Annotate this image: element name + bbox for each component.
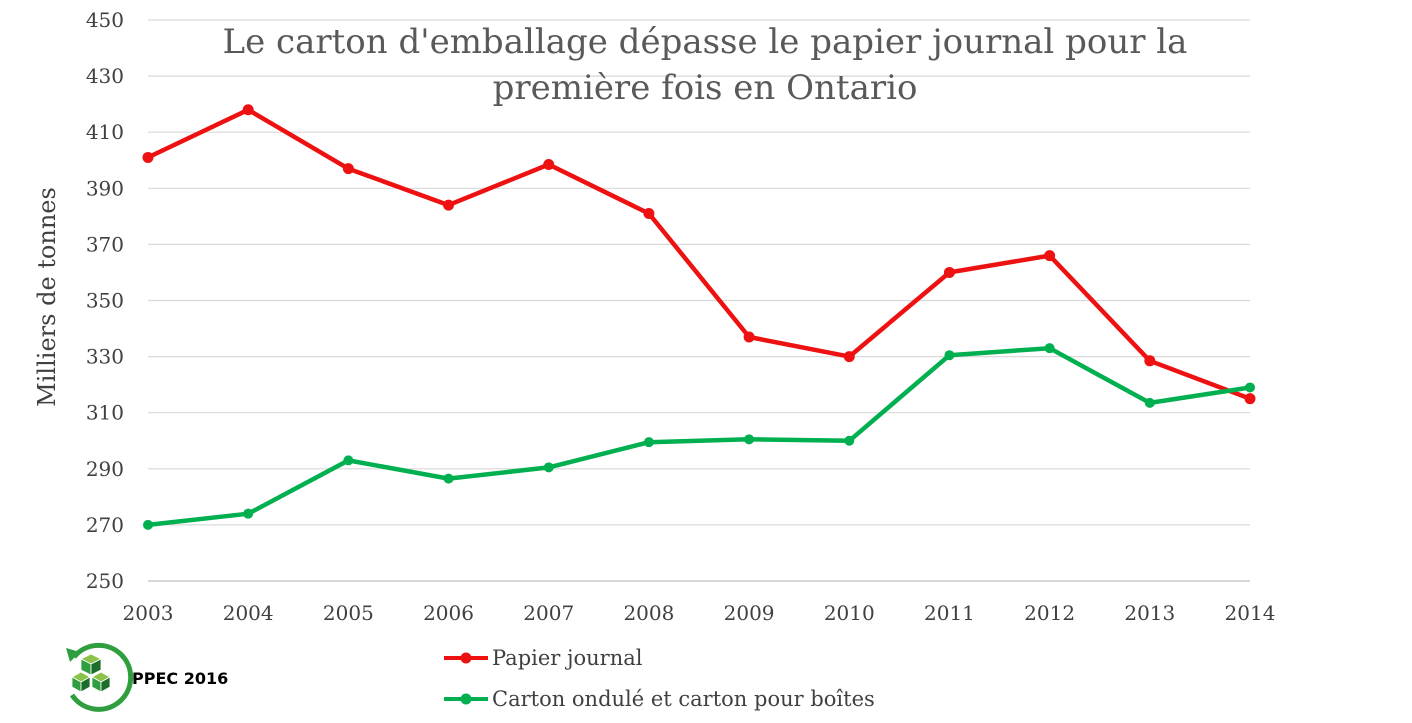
series-0-point-2012[interactable] (1044, 250, 1056, 262)
series-1-point-2007[interactable] (543, 462, 554, 473)
legend-marker-carton (460, 693, 472, 705)
x-tick-label-2009: 2009 (724, 601, 775, 625)
y-tick-label-250: 250 (86, 569, 124, 593)
series-1-point-2012[interactable] (1044, 343, 1055, 354)
series-1-point-2013[interactable] (1144, 397, 1155, 408)
chart-title-line-2: première fois en Ontario (493, 68, 918, 108)
y-tick-label-430: 430 (86, 64, 124, 88)
x-tick-label-2008: 2008 (623, 601, 674, 625)
x-tick-label-2003: 2003 (123, 601, 174, 625)
y-tick-label-350: 350 (86, 289, 124, 313)
y-tick-label-410: 410 (86, 120, 124, 144)
x-tick-label-2006: 2006 (423, 601, 474, 625)
series-1-point-2006[interactable] (443, 473, 454, 484)
legend-label-papier-journal: Papier journal (492, 646, 643, 670)
legend: Papier journal Carton ondulé et carton p… (444, 646, 875, 711)
series-1-point-2009[interactable] (744, 434, 755, 445)
series-0-point-2009[interactable] (743, 331, 755, 343)
series-line-0 (145, 107, 1253, 401)
chart-title-line-1: Le carton d'emballage dépasse le papier … (223, 22, 1188, 62)
series-1-point-2011[interactable] (944, 350, 955, 361)
series-0-point-2010[interactable] (843, 351, 855, 363)
series-1-point-2008[interactable] (643, 437, 654, 448)
ppec-logo: PPEC 2016 (66, 642, 228, 712)
series-1-point-2014[interactable] (1245, 382, 1255, 393)
series-1-point-2005[interactable] (343, 455, 354, 466)
series-0-point-2006[interactable] (443, 199, 455, 211)
series-0-point-2008[interactable] (643, 208, 655, 220)
y-axis-label: Milliers de tonnes (33, 187, 61, 407)
x-tick-label-2012: 2012 (1024, 601, 1075, 625)
legend-marker-papier-journal (460, 652, 472, 664)
logo-text: PPEC 2016 (132, 669, 228, 688)
series-lines (142, 104, 1256, 530)
series-0-point-2004[interactable] (242, 104, 254, 116)
series-0-point-2003[interactable] (142, 151, 154, 163)
y-tick-label-290: 290 (86, 457, 124, 481)
x-tick-label-2005: 2005 (323, 601, 374, 625)
recycle-cubes-icon (66, 642, 134, 712)
series-0-point-2014[interactable] (1244, 393, 1256, 405)
series-0-point-2013[interactable] (1144, 355, 1156, 367)
y-tick-label-270: 270 (86, 513, 124, 537)
series-1-point-2003[interactable] (143, 519, 153, 530)
x-tick-label-2010: 2010 (824, 601, 875, 625)
legend-item-carton[interactable]: Carton ondulé et carton pour boîtes (444, 687, 875, 711)
x-tick-label-2004: 2004 (223, 601, 274, 625)
legend-item-papier-journal[interactable]: Papier journal (444, 646, 643, 670)
y-tick-labels: 250 270 290 310 330 350 370 390 410 430 450 (86, 8, 124, 593)
x-tick-label-2011: 2011 (924, 601, 975, 625)
x-tick-label-2007: 2007 (523, 601, 574, 625)
series-1-point-2004[interactable] (243, 508, 254, 519)
x-tick-label-2014: 2014 (1225, 601, 1276, 625)
series-1 (143, 343, 1255, 530)
series-1-point-2010[interactable] (844, 435, 855, 446)
series-0-point-2005[interactable] (342, 163, 354, 175)
y-tick-label-370: 370 (86, 232, 124, 256)
legend-label-carton: Carton ondulé et carton pour boîtes (492, 687, 875, 711)
series-0-point-2007[interactable] (543, 158, 555, 170)
series-0-point-2011[interactable] (943, 266, 955, 278)
series-line-1 (145, 345, 1253, 528)
series-0 (142, 104, 1256, 405)
y-tick-label-310: 310 (86, 401, 124, 425)
x-tick-label-2013: 2013 (1124, 601, 1175, 625)
y-tick-label-330: 330 (86, 345, 124, 369)
x-tick-labels: 2003 2004 2005 2006 2007 2008 2009 2010 2011 2012… (123, 601, 1276, 625)
y-tick-label-390: 390 (86, 176, 124, 200)
y-tick-label-450: 450 (86, 8, 124, 32)
